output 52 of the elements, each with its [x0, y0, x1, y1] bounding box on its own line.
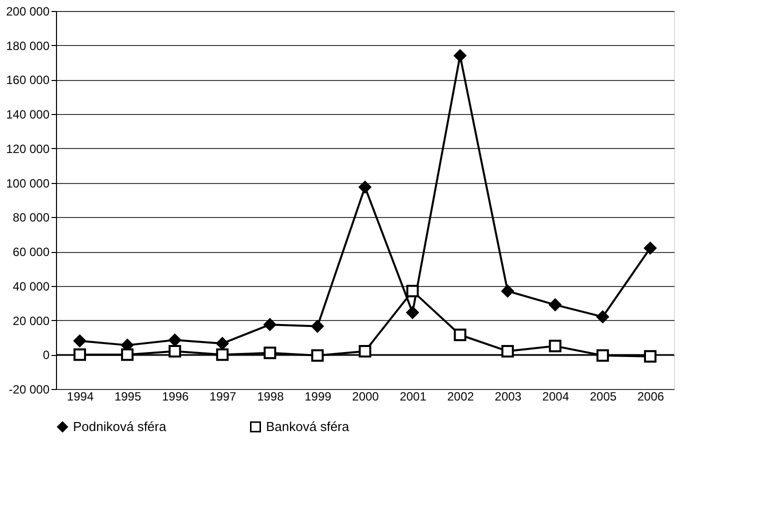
y-tick-label: 40 000: [12, 279, 50, 294]
x-tick-label: 2002: [447, 390, 474, 404]
point: [216, 337, 229, 350]
x-tick-label: 2001: [400, 390, 427, 404]
y-tick-label: 160 000: [6, 73, 50, 88]
point: [644, 242, 656, 254]
x-tick-label: 2006: [637, 390, 664, 404]
point: [406, 306, 419, 319]
point: [168, 344, 182, 358]
point: [358, 344, 372, 358]
y-tick-label: 20 000: [12, 314, 50, 328]
point: [596, 310, 609, 324]
point: [74, 348, 86, 361]
point: [454, 49, 466, 62]
x-tick-label: 2005: [590, 390, 617, 404]
point: [501, 284, 514, 298]
point: [548, 340, 562, 352]
point: [596, 349, 609, 362]
point: [74, 334, 86, 348]
x-tick-label: 1998: [257, 390, 284, 404]
y-tick-label: 0: [42, 348, 50, 362]
x-tick-label: 2000: [352, 390, 380, 404]
x-tick-label: 2003: [494, 390, 522, 404]
x-tick-label: 1999: [304, 390, 332, 404]
point: [264, 346, 276, 360]
point: [501, 344, 514, 358]
x-tick-label: 1995: [114, 390, 142, 404]
legend-label: Banková sféra: [266, 418, 350, 434]
point: [311, 349, 324, 362]
y-tick-label: 120 000: [6, 142, 50, 156]
point: [358, 180, 372, 194]
point: [168, 334, 182, 346]
y-tick-label: -20 000: [8, 382, 50, 396]
point: [548, 298, 562, 312]
y-tick-label: 100 000: [6, 176, 50, 190]
point: [406, 284, 419, 298]
y-tick-label: 180 000: [6, 38, 50, 53]
point: [121, 348, 134, 361]
x-tick-label: 2004: [542, 390, 570, 404]
y-tick-label: 60 000: [12, 245, 50, 260]
x-tick-label: 1994: [66, 390, 94, 404]
point: [216, 348, 229, 361]
point: [644, 350, 656, 363]
x-tick-label: 1997: [210, 390, 237, 404]
y-tick-label: 140 000: [6, 108, 50, 122]
point: [311, 320, 324, 333]
legend-label: Podniková sféra: [73, 418, 167, 434]
y-tick-label: 200 000: [6, 4, 50, 18]
point: [454, 328, 466, 342]
point: [264, 318, 276, 331]
y-tick-label: 80 000: [12, 210, 50, 225]
x-tick-label: 1996: [162, 390, 190, 404]
